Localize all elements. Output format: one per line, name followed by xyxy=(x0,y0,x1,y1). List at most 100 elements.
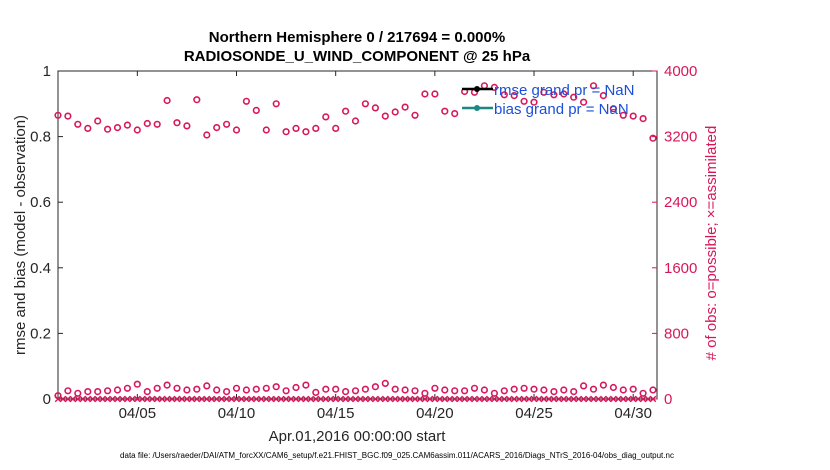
obs-assimilated-marker xyxy=(426,395,434,403)
obs-assimilated-marker xyxy=(639,395,647,403)
x-tick-label: 04/05 xyxy=(119,405,157,422)
obs-possible-marker xyxy=(223,388,231,396)
obs-possible-marker xyxy=(272,100,280,108)
obs-assimilated-marker xyxy=(188,395,196,403)
obs-possible-marker xyxy=(133,380,141,388)
obs-assimilated-marker xyxy=(153,395,161,403)
obs-possible-marker xyxy=(361,100,370,108)
obs-assimilated-marker xyxy=(525,395,533,403)
obs-assimilated-marker xyxy=(377,395,384,403)
obs-possible-marker xyxy=(441,107,449,115)
y-left-tick-label: 0.4 xyxy=(30,260,51,277)
obs-possible-marker xyxy=(322,113,330,121)
obs-possible-marker xyxy=(371,383,380,391)
obs-possible-marker xyxy=(183,386,191,394)
obs-possible-marker xyxy=(64,112,72,120)
obs-assimilated-marker xyxy=(253,395,260,403)
obs-possible-marker xyxy=(312,388,320,397)
obs-assimilated-marker xyxy=(456,395,463,403)
obs-possible-marker xyxy=(113,386,122,394)
x-tick-label: 04/15 xyxy=(317,405,355,422)
obs-assimilated-marker xyxy=(381,395,389,403)
obs-possible-marker xyxy=(461,387,469,395)
obs-possible-marker xyxy=(84,388,92,396)
obs-possible-marker xyxy=(322,385,330,393)
obs-assimilated-marker xyxy=(610,395,617,403)
obs-possible-marker xyxy=(103,125,112,133)
obs-assimilated-marker xyxy=(575,395,582,403)
data-file-footnote: data file: /Users/raeder/DAI/ATM_forcXX/… xyxy=(120,451,674,460)
obs-possible-marker xyxy=(520,384,528,392)
obs-possible-marker xyxy=(619,386,627,394)
obs-assimilated-marker xyxy=(183,395,191,403)
x-tick-label: 04/25 xyxy=(515,405,553,422)
obs-possible-marker xyxy=(381,379,389,388)
y-left-tick-label: 1 xyxy=(43,63,51,80)
obs-possible-marker xyxy=(570,388,578,396)
obs-possible-marker xyxy=(589,385,598,393)
obs-possible-marker xyxy=(252,106,260,114)
obs-possible-marker xyxy=(579,98,588,106)
x-tick-label: 04/20 xyxy=(416,405,454,422)
obs-assimilated-marker xyxy=(228,395,235,403)
obs-possible-marker xyxy=(411,387,419,395)
obs-assimilated-marker xyxy=(163,395,171,403)
obs-assimilated-marker xyxy=(515,395,523,403)
obs-assimilated-marker xyxy=(114,395,121,403)
obs-possible-marker xyxy=(560,90,568,98)
obs-possible-marker xyxy=(351,117,360,125)
obs-possible-marker xyxy=(262,126,270,134)
obs-possible-marker xyxy=(203,382,211,390)
obs-possible-marker xyxy=(401,386,409,394)
obs-possible-marker xyxy=(629,112,637,120)
y-left-tick-label: 0 xyxy=(43,391,51,408)
obs-possible-marker xyxy=(232,384,241,392)
obs-assimilated-marker xyxy=(233,395,240,403)
obs-assimilated-marker xyxy=(258,395,265,403)
obs-assimilated-marker xyxy=(619,395,627,403)
obs-possible-marker xyxy=(500,91,508,99)
obs-possible-marker xyxy=(570,93,578,101)
obs-assimilated-marker xyxy=(148,395,156,403)
obs-assimilated-marker xyxy=(168,395,176,403)
obs-assimilated-marker xyxy=(362,395,369,403)
obs-assimilated-marker xyxy=(317,395,325,403)
obs-assimilated-marker xyxy=(634,395,642,403)
obs-possible-marker xyxy=(143,388,151,396)
obs-possible-marker xyxy=(123,121,131,129)
obs-possible-marker xyxy=(500,387,508,395)
obs-possible-marker xyxy=(490,83,499,91)
plot-area xyxy=(57,70,658,400)
obs-possible-marker xyxy=(262,384,270,392)
obs-possible-marker xyxy=(451,109,459,118)
obs-assimilated-marker xyxy=(327,395,335,403)
obs-assimilated-marker xyxy=(272,395,280,403)
obs-assimilated-marker xyxy=(84,395,92,403)
obs-possible-marker xyxy=(193,385,201,393)
y-axis-right-label: # of obs: o=possible; ×=assimilated xyxy=(703,126,720,361)
obs-assimilated-marker xyxy=(89,395,97,403)
y-right-tick-label: 3200 xyxy=(664,129,697,146)
obs-assimilated-marker xyxy=(193,395,201,403)
legend-rmse-label: rmse grand pr = NaN xyxy=(494,82,634,99)
obs-assimilated-marker xyxy=(104,395,111,403)
obs-assimilated-marker xyxy=(580,395,587,403)
obs-possible-marker xyxy=(74,389,82,397)
obs-possible-marker xyxy=(441,386,449,394)
obs-assimilated-marker xyxy=(411,395,419,403)
obs-assimilated-marker xyxy=(119,395,126,403)
obs-assimilated-marker xyxy=(292,395,300,403)
obs-assimilated-marker xyxy=(109,395,116,403)
obs-assimilated-marker xyxy=(243,395,250,403)
obs-assimilated-marker xyxy=(644,395,652,403)
obs-assimilated-marker xyxy=(570,395,577,403)
obs-assimilated-marker xyxy=(590,395,597,403)
obs-assimilated-marker xyxy=(466,395,473,403)
obs-possible-marker xyxy=(361,385,370,393)
obs-possible-marker xyxy=(431,384,439,392)
obs-possible-marker xyxy=(371,104,380,112)
obs-assimilated-marker xyxy=(302,395,310,403)
y-left-tick-label: 0.6 xyxy=(30,194,51,211)
y-right-tick-label: 0 xyxy=(664,391,672,408)
obs-possible-marker xyxy=(619,111,627,119)
